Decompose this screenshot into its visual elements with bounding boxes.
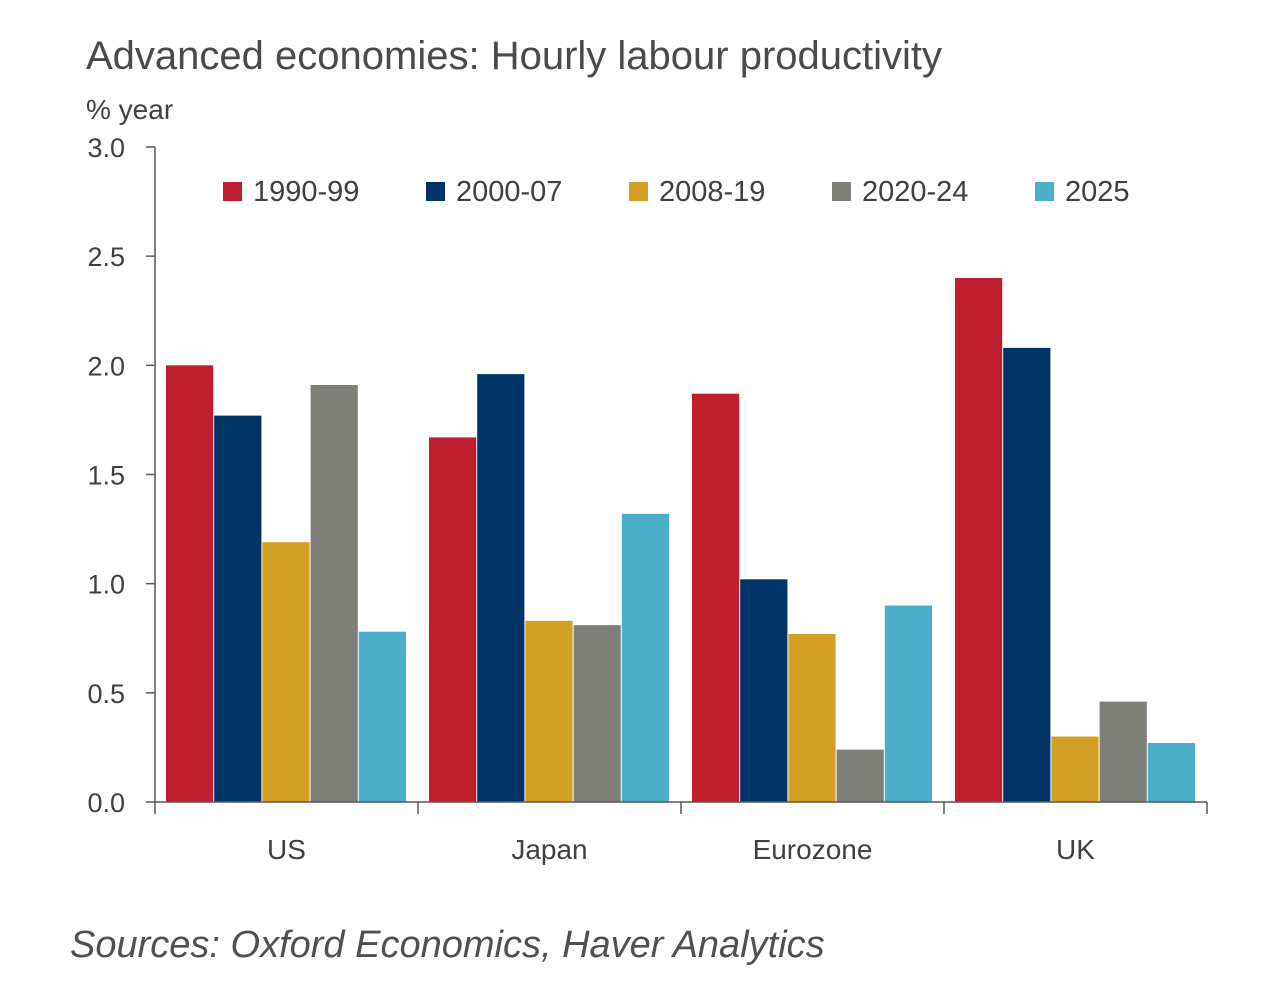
bar-uk-2025 [1147, 743, 1195, 802]
bar-japan-2020-24 [573, 625, 621, 802]
axes-group: 0.0 0.5 1.0 1.5 2.0 2.5 3.0 US Japan Eurozone UK [87, 133, 1208, 865]
x-tick-label-us: US [267, 834, 306, 865]
bar-japan-1990-99 [429, 437, 477, 802]
y-tick-label: 1.5 [87, 461, 125, 491]
bar-uk-2000-07 [1003, 347, 1051, 802]
bar-us-1990-99 [166, 365, 214, 802]
bar-japan-2000-07 [477, 374, 525, 802]
legend-item-2000-07: 2000-07 [426, 176, 562, 208]
y-tick-label: 0.5 [87, 679, 125, 709]
legend-item-2025: 2025 [1035, 176, 1130, 208]
bar-us-2025 [358, 631, 406, 802]
legend-label-2008-19: 2008-19 [659, 176, 765, 208]
bar-eurozone-2020-24 [836, 749, 884, 802]
legend-swatch-2000-07 [426, 182, 445, 201]
chart-title: Advanced economies: Hourly labour produc… [86, 34, 942, 78]
bar-eurozone-2025 [884, 605, 932, 802]
bar-japan-2025 [621, 513, 669, 802]
bar-eurozone-2000-07 [740, 579, 788, 802]
x-tick-label-uk: UK [1056, 834, 1095, 865]
legend-item-1990-99: 1990-99 [223, 176, 359, 208]
source-note: Sources: Oxford Economics, Haver Analyti… [70, 924, 825, 966]
legend-swatch-2008-19 [629, 182, 648, 201]
legend-item-2020-24: 2020-24 [832, 176, 968, 208]
bar-uk-2008-19 [1051, 736, 1099, 802]
legend: 1990-99 2000-07 2008-19 2020-24 2025 [223, 176, 1130, 208]
bar-uk-1990-99 [955, 278, 1003, 802]
legend-label-2000-07: 2000-07 [456, 176, 562, 208]
bar-us-2000-07 [214, 415, 262, 802]
legend-label-2025: 2025 [1065, 176, 1130, 208]
legend-swatch-2025 [1035, 182, 1054, 201]
bar-us-2008-19 [262, 542, 310, 802]
y-tick-label: 2.5 [87, 242, 125, 272]
legend-item-2008-19: 2008-19 [629, 176, 765, 208]
bar-japan-2008-19 [525, 620, 573, 802]
bar-eurozone-2008-19 [788, 633, 836, 802]
legend-swatch-2020-24 [832, 182, 851, 201]
bar-uk-2020-24 [1099, 701, 1147, 802]
y-tick-label: 0.0 [87, 788, 125, 818]
bars-group [166, 278, 1195, 802]
x-tick-label-japan: Japan [511, 834, 587, 865]
legend-label-2020-24: 2020-24 [862, 176, 968, 208]
y-tick-label: 3.0 [87, 133, 125, 163]
x-tick-label-eurozone: Eurozone [753, 834, 873, 865]
legend-label-1990-99: 1990-99 [253, 176, 359, 208]
y-tick-label: 1.0 [87, 570, 125, 600]
y-axis-label: % year [86, 94, 174, 125]
y-tick-label: 2.0 [87, 351, 125, 381]
bar-eurozone-1990-99 [692, 393, 740, 802]
legend-swatch-1990-99 [223, 182, 242, 201]
bar-us-2020-24 [310, 385, 358, 802]
